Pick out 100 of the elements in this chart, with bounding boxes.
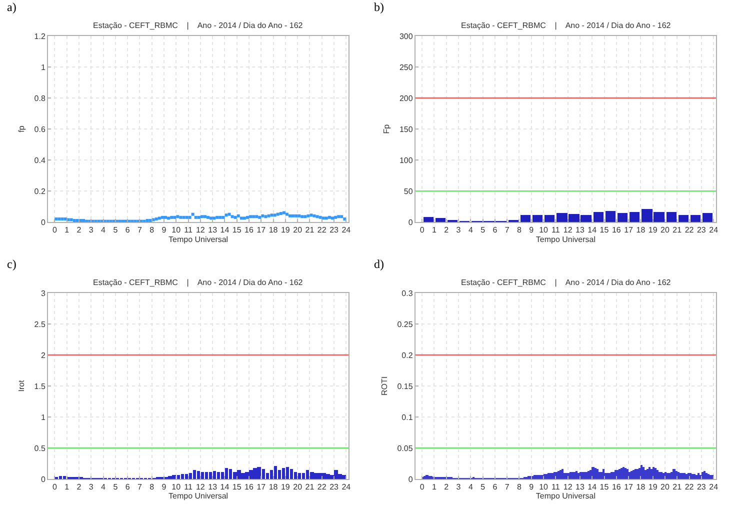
x-tick-label: 6 [492,482,498,492]
x-tick-label: 6 [125,482,130,492]
x-tick-label: 18 [636,226,646,235]
x-tick-label: 21 [672,482,682,492]
y-tick-label: 0 [40,474,46,484]
x-tick-label: 6 [125,226,130,235]
y-tick-label: 0.4 [34,156,46,165]
x-tick-label: 7 [504,482,510,492]
x-tick-label: 19 [280,226,290,235]
x-tick-label: 6 [492,226,498,235]
y-tick-label: 0.2 [402,350,414,360]
x-tick-label: 9 [529,226,534,235]
y-tick-label: 0.1 [402,412,414,422]
y-tick-label: 300 [399,32,414,41]
x-tick-label: 23 [696,226,706,235]
chart-title: Estação - CEFT_RBMC | Ano - 2014 / Dia do Ano - 162 [461,21,672,30]
x-tick-label: 0 [420,482,425,492]
x-tick-label: 20 [293,226,303,235]
y-tick-label: 1.5 [34,382,46,391]
x-tick-label: 14 [220,482,230,492]
x-tick-label: 19 [280,482,290,492]
x-tick-label: 24 [342,482,352,492]
x-tick-label: 16 [612,482,622,492]
y-tick-label: 0.25 [397,320,414,329]
x-tick-label: 20 [293,482,303,492]
x-tick-label: 3 [456,482,462,492]
y-tick-label: 2.5 [34,320,46,329]
text: c) [7,257,16,271]
x-tick-label: 12 [563,226,573,235]
text: a) [7,0,16,14]
x-tick-label: 23 [330,482,340,492]
x-tick-label: 24 [342,226,352,235]
y-tick-label: 100 [399,156,414,165]
x-tick-label: 16 [244,482,254,492]
x-tick-label: 16 [244,226,254,235]
x-axis-title: Tempo Universal [168,492,228,501]
y-axis-title: Fp [382,124,392,134]
x-tick-label: 11 [184,482,193,492]
x-tick-label: 17 [624,226,634,235]
x-tick-label: 9 [529,482,534,492]
y-tick-label: 0.15 [397,382,414,391]
x-tick-label: 22 [317,482,327,492]
x-tick-label: 20 [660,226,670,235]
x-tick-label: 1 [432,482,438,492]
x-axis-title: Tempo Universal [536,234,596,244]
y-axis-title: fp [16,125,26,132]
x-tick-label: 3 [88,226,94,235]
x-tick-label: 7 [137,226,142,235]
y-tick-label: 0.05 [397,444,414,453]
x-tick-label: 0 [52,482,58,492]
x-tick-label: 12 [196,226,206,235]
y-tick-label: 0 [408,218,414,227]
x-tick-label: 18 [268,226,278,235]
x-tick-label: 4 [101,482,106,492]
y-axis-title: ROTI [380,376,389,396]
x-tick-label: 5 [480,226,486,235]
x-tick-label: 13 [208,226,218,235]
x-tick-label: 1 [64,226,70,235]
x-tick-label: 5 [113,226,118,235]
x-tick-label: 5 [113,482,118,492]
y-tick-label: 0.8 [34,94,46,103]
y-tick-label: 0 [40,218,46,227]
x-tick-label: 17 [256,226,266,235]
x-tick-label: 15 [232,482,242,492]
x-tick-label: 13 [576,226,585,235]
x-tick-label: 4 [468,482,474,492]
x-tick-label: 10 [172,482,182,492]
x-tick-label: 16 [612,226,622,235]
x-tick-label: 5 [480,482,486,492]
y-tick-label: 1 [40,62,46,72]
x-tick-label: 7 [504,226,510,235]
x-tick-label: 9 [162,226,167,235]
y-tick-label: 3 [40,288,46,298]
chart-title: Estação - CEFT_RBMC | Ano - 2014 / Dia do Ano - 162 [93,278,304,287]
x-tick-label: 1 [64,482,70,492]
x-tick-label: 18 [636,482,646,492]
text: d) [374,257,384,271]
x-tick-label: 4 [468,226,474,235]
y-tick-label: 1.2 [34,32,46,41]
y-tick-label: 0.3 [402,288,414,298]
x-tick-label: 15 [232,226,242,235]
x-tick-label: 1 [432,226,438,235]
x-tick-label: 8 [150,482,155,492]
x-tick-label: 14 [588,226,598,235]
x-tick-label: 21 [305,226,315,235]
y-tick-label: 50 [404,186,414,196]
x-tick-label: 13 [208,482,218,492]
y-tick-label: 200 [399,94,414,103]
x-tick-label: 10 [539,482,549,492]
x-tick-label: 8 [517,482,522,492]
x-tick-label: 7 [137,482,142,492]
text: b) [374,0,384,14]
y-tick-label: 250 [399,62,414,72]
y-tick-label: 0.2 [34,186,46,196]
x-tick-label: 10 [539,226,549,235]
x-tick-label: 8 [150,226,155,235]
x-tick-label: 14 [588,482,598,492]
x-tick-label: 17 [256,482,266,492]
x-tick-label: 23 [330,226,340,235]
x-tick-label: 0 [420,226,425,235]
